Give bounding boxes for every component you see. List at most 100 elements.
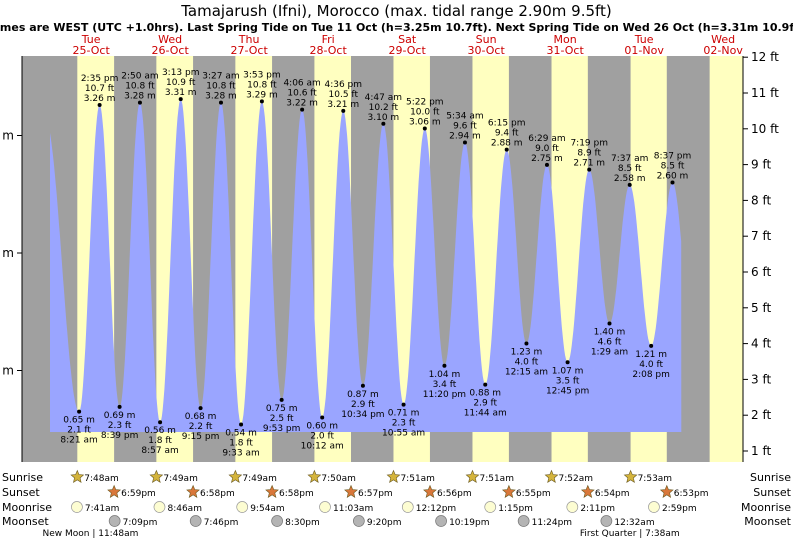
low-tide-time: 11:20 pm: [423, 390, 466, 400]
high-tide-feet: 10.8 ft: [206, 82, 236, 92]
tide-point-high: [422, 126, 427, 131]
high-tide-meters: 3.06 m: [409, 117, 441, 127]
low-tide-time: 12:15 am: [505, 367, 548, 377]
sunset-time: 6:54pm: [595, 489, 630, 499]
low-tide-feet: 3.4 ft: [433, 380, 457, 390]
low-tide-meters: 0.68 m: [185, 412, 217, 422]
low-tide-meters: 1.21 m: [635, 350, 667, 360]
right-axis-tick-label: 11 ft: [751, 86, 779, 100]
day-label-weekday: Tue: [634, 33, 654, 46]
moonrise-time: 7:41am: [85, 504, 120, 514]
low-tide-time: 11:44 am: [464, 409, 507, 419]
tide-point-low: [117, 404, 122, 409]
chart-subtitle: Times are WEST (UTC +1.0hrs). Last Sprin…: [0, 21, 793, 34]
high-tide-meters: 3.31 m: [165, 88, 197, 98]
high-tide-time: 3:53 pm: [243, 70, 281, 80]
day-label-date: 28-Oct: [309, 44, 347, 57]
sunset-time: 6:56pm: [437, 489, 472, 499]
right-axis-tick-label: 6 ft: [751, 265, 771, 279]
sunrise-time: 7:52am: [559, 474, 594, 484]
high-tide-feet: 10.9 ft: [166, 78, 196, 88]
tide-point-low: [442, 363, 447, 368]
moonset-time: 12:32am: [614, 518, 654, 528]
low-tide-feet: 2.9 ft: [351, 400, 375, 410]
moonrise-row-label-left: Moonrise: [2, 501, 52, 514]
right-axis-tick-label: 8 ft: [751, 193, 771, 207]
low-tide-feet: 2.1 ft: [67, 426, 91, 436]
tide-point-low: [607, 321, 612, 326]
sun-moon-events: Sunrise Sunrise Sunset Sunset Moonrise Moonri…: [2, 469, 792, 539]
low-tide-meters: 0.56 m: [144, 426, 176, 436]
high-tide-feet: 9.4 ft: [495, 129, 519, 139]
moonrise-icon: [484, 501, 497, 513]
day-label-weekday: Wed: [158, 33, 182, 46]
tide-point-high: [97, 102, 102, 107]
low-tide-time: 9:33 am: [222, 449, 259, 459]
tide-point-low: [483, 382, 488, 387]
low-tide-time: 10:12 am: [301, 442, 344, 452]
moonrise-icon: [648, 501, 660, 513]
moonset-icon: [353, 515, 365, 527]
day-labels: Tue25-OctWed26-OctThu27-OctFri28-OctSat2…: [72, 33, 743, 57]
day-label-weekday: Sun: [476, 33, 497, 46]
low-tide-feet: 2.2 ft: [189, 422, 213, 432]
right-axis-tick-label: 9 ft: [751, 158, 771, 172]
high-tide-time: 3:27 am: [202, 72, 239, 82]
day-label-date: 26-Oct: [151, 44, 189, 57]
high-tide-time: 2:50 am: [121, 72, 158, 82]
sunset-time: 6:59pm: [121, 489, 156, 499]
right-axis-tick-label: 2 ft: [751, 408, 771, 422]
tide-point-low: [320, 415, 325, 420]
high-tide-feet: 9.0 ft: [535, 144, 559, 154]
sunset-time: 6:58pm: [200, 489, 235, 499]
moonrise-time: 11:03am: [333, 504, 373, 514]
left-axis-tick-label: 3 m: [0, 129, 14, 143]
right-axis-tick-label: 3 ft: [751, 372, 771, 386]
sunrise-time: 7:53am: [638, 474, 673, 484]
tide-point-low: [649, 343, 654, 348]
sunrise-icon: [228, 469, 243, 483]
day-label-date: 29-Oct: [388, 44, 426, 57]
low-tide-feet: 1.8 ft: [229, 439, 253, 449]
high-tide-feet: 8.5 ft: [618, 164, 642, 174]
tide-point-low: [360, 383, 365, 388]
low-tide-meters: 0.88 m: [469, 389, 501, 399]
sunrise-icon: [70, 469, 85, 483]
moon-phase-label: First Quarter | 7:38am: [580, 529, 680, 539]
high-tide-time: 4:36 pm: [324, 80, 362, 90]
high-tide-time: 6:15 pm: [488, 119, 526, 129]
sunrise-row-label-right: Sunrise: [750, 471, 791, 484]
high-tide-feet: 8.5 ft: [661, 162, 685, 172]
high-tide-time: 5:22 pm: [406, 97, 444, 107]
low-tide-meters: 0.75 m: [266, 404, 298, 414]
low-tide-meters: 1.04 m: [429, 370, 461, 380]
moonrise-time: 1:15pm: [498, 504, 533, 514]
moonset-row-label-left: Moonset: [2, 515, 49, 528]
moonset-time: 7:46pm: [204, 518, 239, 528]
low-tide-time: 1:29 am: [591, 348, 628, 358]
high-tide-time: 7:37 am: [611, 154, 648, 164]
low-tide-time: 10:55 am: [382, 429, 425, 439]
low-tide-feet: 2.9 ft: [473, 399, 497, 409]
moonset-row-label-right: Moonset: [744, 515, 791, 528]
low-tide-meters: 0.60 m: [306, 422, 338, 432]
low-tide-meters: 0.69 m: [104, 411, 136, 421]
tide-point-low: [158, 420, 163, 425]
tide-point-low: [198, 406, 203, 411]
high-tide-meters: 3.29 m: [246, 90, 278, 100]
right-axis-tick-label: 1 ft: [751, 444, 771, 458]
moonset-icon: [108, 515, 121, 527]
high-tide-meters: 3.26 m: [84, 94, 116, 104]
sunset-icon: [344, 484, 358, 498]
moon-phase-label: New Moon | 11:48am: [42, 529, 138, 539]
day-label-date: 30-Oct: [467, 44, 505, 57]
moonrise-icon: [319, 501, 331, 513]
sunrise-time: 7:51am: [400, 474, 435, 484]
tide-point-high: [300, 107, 305, 112]
day-label-weekday: Tue: [81, 33, 101, 46]
day-label-date: 02-Nov: [703, 44, 743, 57]
high-tide-time: 3:13 pm: [162, 68, 200, 78]
high-tide-time: 2:35 pm: [81, 74, 119, 84]
